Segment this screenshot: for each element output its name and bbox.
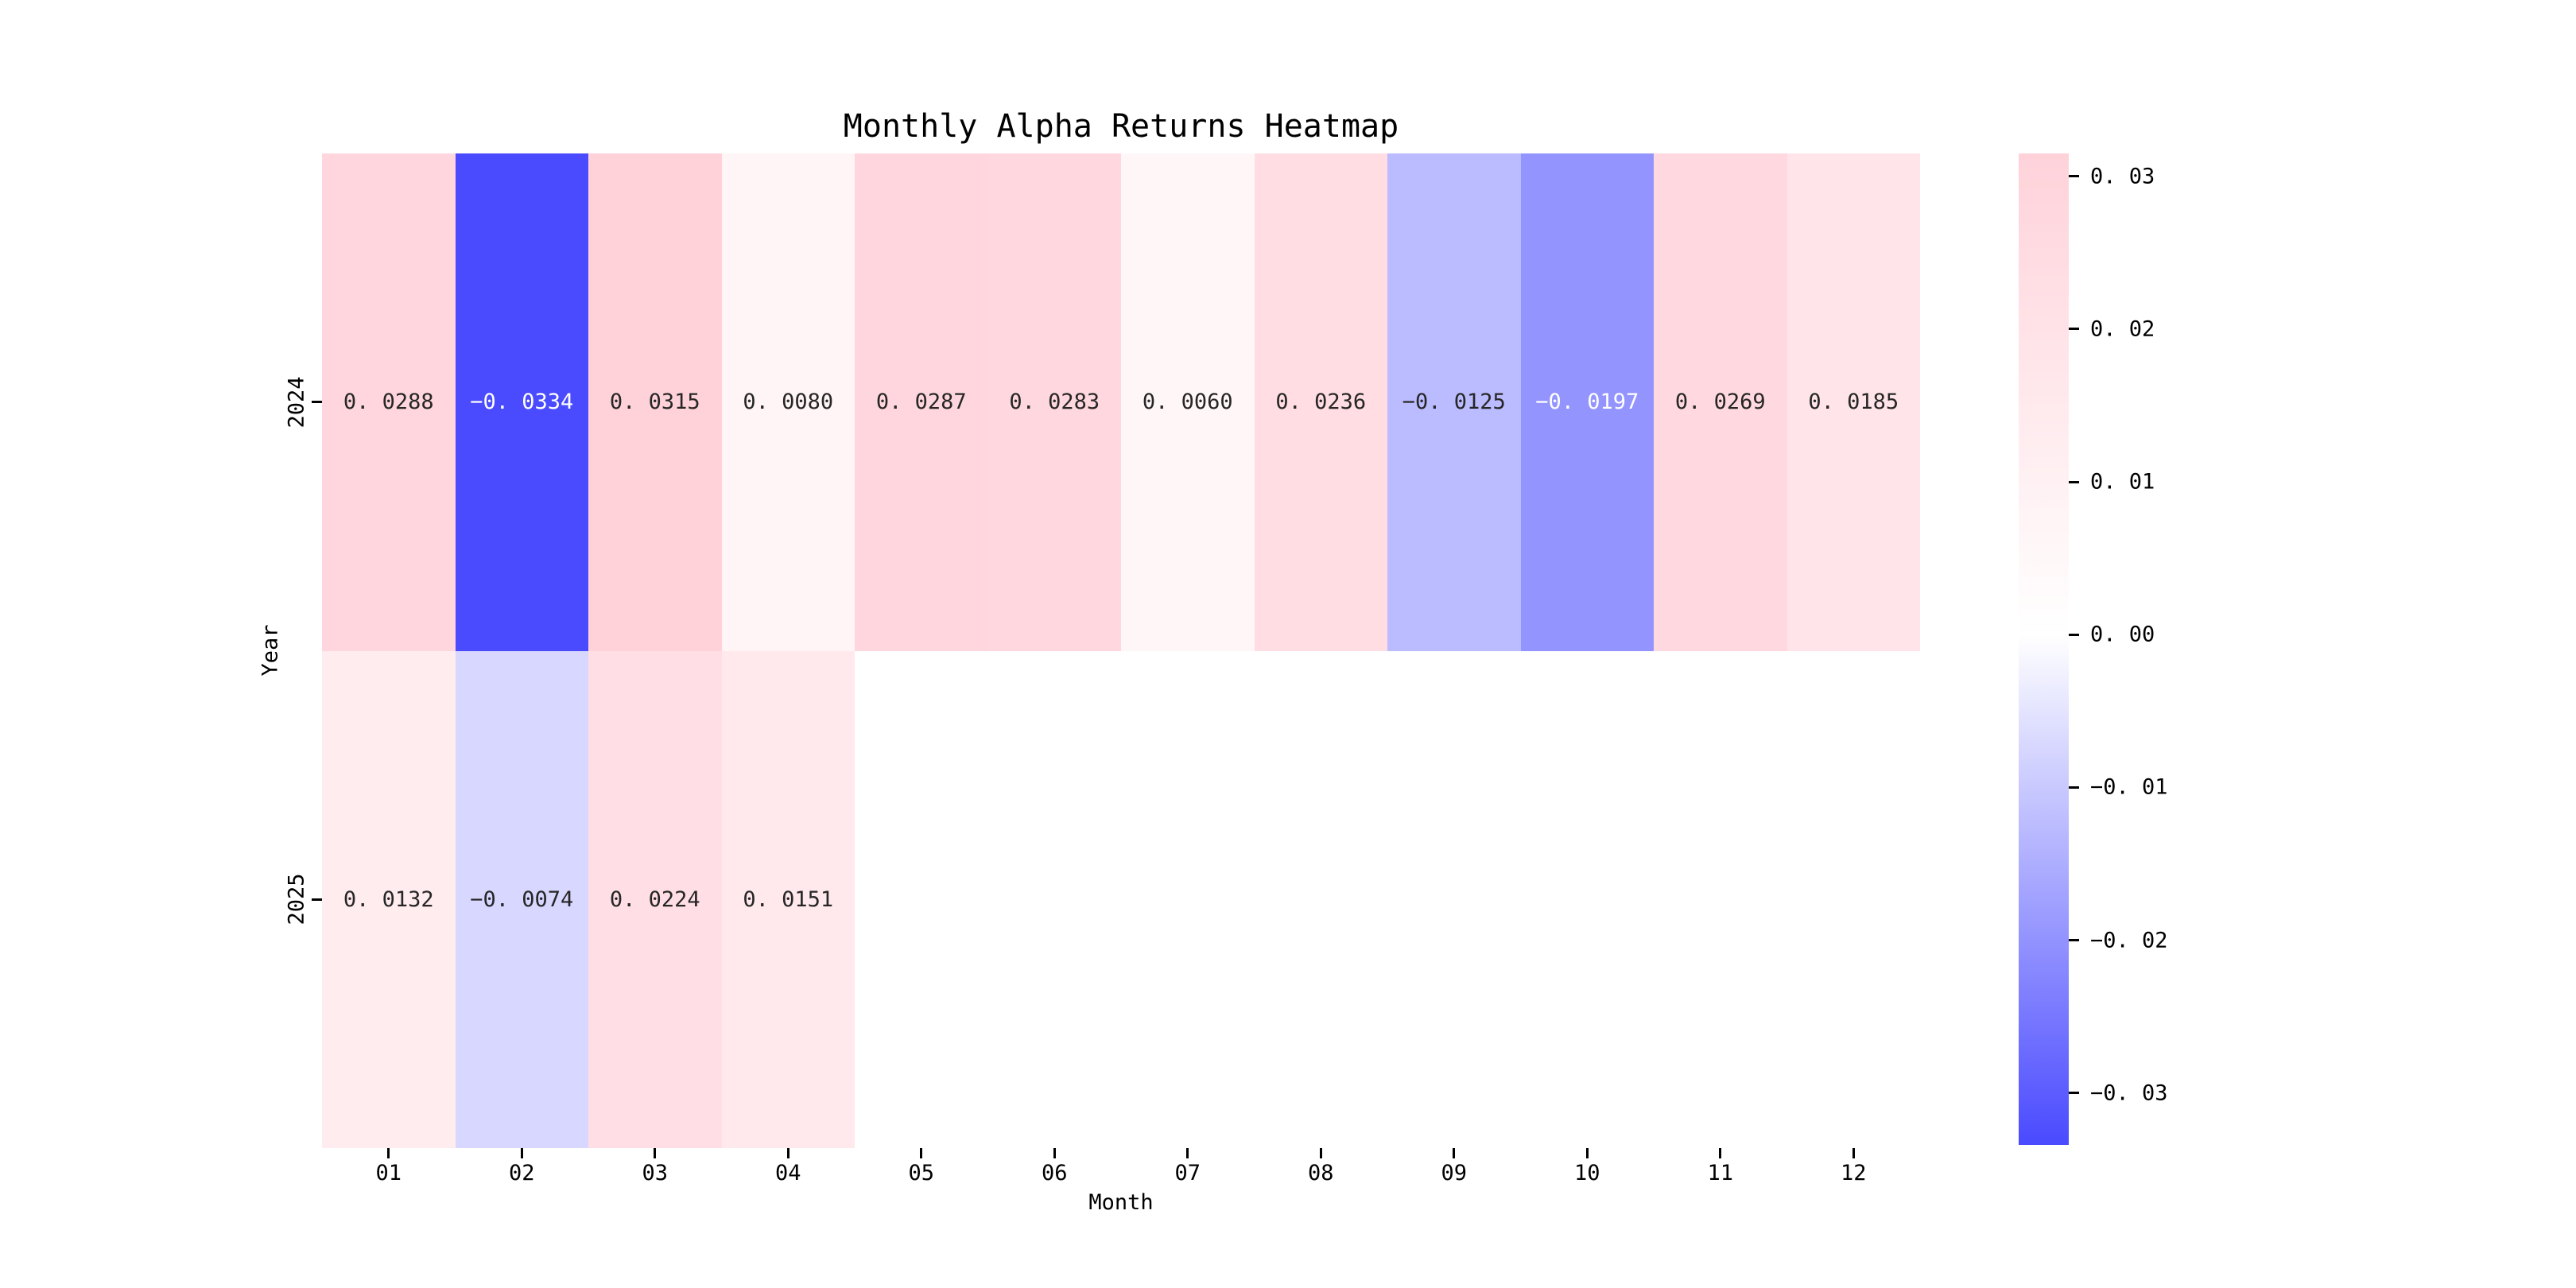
heatmap-cell-2024-01: 0. 0288 bbox=[322, 153, 456, 651]
cell-value: −0. 0125 bbox=[1402, 390, 1506, 415]
x-tick-mark bbox=[786, 1148, 789, 1158]
x-tick-mark bbox=[920, 1148, 923, 1158]
colorbar-tick-label: 0. 00 bbox=[2090, 622, 2155, 647]
colorbar-tick-label: −0. 02 bbox=[2090, 928, 2168, 953]
heatmap-cell-2025-09 bbox=[1387, 650, 1521, 1148]
x-tick-mark bbox=[1585, 1148, 1589, 1158]
cell-value: −0. 0197 bbox=[1535, 390, 1639, 415]
colorbar-tick-mark bbox=[2069, 939, 2079, 942]
cell-value: 0. 0185 bbox=[1808, 390, 1899, 415]
colorbar-tick-mark bbox=[2069, 328, 2079, 331]
x-tick-mark bbox=[1053, 1148, 1056, 1158]
x-tick-label: 01 bbox=[375, 1161, 402, 1185]
cell-value: −0. 0334 bbox=[470, 390, 574, 415]
x-tick-mark bbox=[1186, 1148, 1189, 1158]
heatmap-cell-2025-08 bbox=[1254, 650, 1387, 1148]
colorbar-tick-label: 0. 01 bbox=[2090, 469, 2155, 495]
heatmap-cell-2025-01: 0. 0132 bbox=[322, 650, 456, 1148]
x-tick-label: 11 bbox=[1707, 1161, 1734, 1185]
cell-value: −0. 0074 bbox=[470, 886, 574, 912]
x-axis-label: Month bbox=[1088, 1190, 1154, 1215]
cell-value: 0. 0060 bbox=[1142, 390, 1233, 415]
heatmap-cell-2024-12: 0. 0185 bbox=[1787, 153, 1920, 651]
cell-value: 0. 0269 bbox=[1674, 390, 1766, 415]
colorbar-tick-mark bbox=[2069, 1092, 2079, 1095]
colorbar-tick-label: −0. 03 bbox=[2090, 1080, 2168, 1106]
y-tick-label: 2024 bbox=[284, 376, 309, 429]
heatmap-cell-2024-05: 0. 0287 bbox=[855, 153, 988, 651]
x-tick-mark bbox=[520, 1148, 523, 1158]
x-tick-label: 08 bbox=[1307, 1161, 1334, 1185]
cell-value: 0. 0288 bbox=[343, 390, 434, 415]
cell-value: 0. 0315 bbox=[609, 390, 700, 415]
heatmap-cell-2025-06 bbox=[987, 650, 1121, 1148]
y-tick-mark bbox=[312, 401, 322, 404]
colorbar-tick-label: 0. 03 bbox=[2090, 164, 2155, 189]
heatmap-cell-2024-10: −0. 0197 bbox=[1520, 153, 1654, 651]
cell-value: 0. 0151 bbox=[743, 886, 834, 912]
heatmap-cell-2024-02: −0. 0334 bbox=[455, 153, 588, 651]
cell-value: 0. 0236 bbox=[1275, 390, 1367, 415]
heatmap-cell-2025-03: 0. 0224 bbox=[588, 650, 722, 1148]
heatmap-cell-2025-12 bbox=[1787, 650, 1920, 1148]
colorbar-tick-label: 0. 02 bbox=[2090, 316, 2155, 342]
x-tick-label: 03 bbox=[642, 1161, 669, 1185]
chart-title: Monthly Alpha Returns Heatmap bbox=[843, 108, 1399, 145]
heatmap-cell-2025-07 bbox=[1121, 650, 1255, 1148]
heatmap-cell-2024-08: 0. 0236 bbox=[1254, 153, 1387, 651]
heatmap-cell-2025-11 bbox=[1654, 650, 1787, 1148]
colorbar-tick-mark bbox=[2069, 480, 2079, 483]
heatmap-cell-2024-07: 0. 0060 bbox=[1121, 153, 1255, 651]
cell-value: 0. 0080 bbox=[743, 390, 834, 415]
cell-value: 0. 0287 bbox=[875, 390, 967, 415]
y-tick-label: 2025 bbox=[284, 873, 309, 925]
colorbar-gradient bbox=[2019, 153, 2069, 1145]
y-axis-label: Year bbox=[258, 624, 283, 677]
x-tick-mark bbox=[654, 1148, 657, 1158]
heatmap-cell-2024-11: 0. 0269 bbox=[1654, 153, 1787, 651]
colorbar-tick-mark bbox=[2069, 786, 2079, 789]
x-tick-mark bbox=[1453, 1148, 1456, 1158]
heatmap-grid: 0. 0288 −0. 0334 0. 0315 0. 0080 0. 0287 0. 0… bbox=[322, 153, 1920, 1148]
cell-value: 0. 0224 bbox=[609, 886, 700, 912]
heatmap-cell-2025-04: 0. 0151 bbox=[721, 650, 855, 1148]
x-tick-mark bbox=[387, 1148, 390, 1158]
x-tick-label: 07 bbox=[1174, 1161, 1201, 1185]
x-tick-label: 02 bbox=[508, 1161, 535, 1185]
x-tick-label: 05 bbox=[908, 1161, 935, 1185]
heatmap-cell-2025-02: −0. 0074 bbox=[455, 650, 588, 1148]
heatmap-cell-2024-09: −0. 0125 bbox=[1387, 153, 1521, 651]
x-tick-mark bbox=[1719, 1148, 1722, 1158]
colorbar-tick-mark bbox=[2069, 633, 2079, 636]
heatmap-cell-2025-10 bbox=[1520, 650, 1654, 1148]
cell-value: 0. 0283 bbox=[1009, 390, 1100, 415]
heatmap-cell-2024-06: 0. 0283 bbox=[987, 153, 1121, 651]
y-tick-mark bbox=[312, 898, 322, 901]
x-tick-label: 09 bbox=[1441, 1161, 1468, 1185]
x-tick-mark bbox=[1319, 1148, 1322, 1158]
x-tick-mark bbox=[1852, 1148, 1855, 1158]
x-tick-label: 06 bbox=[1041, 1161, 1068, 1185]
heatmap-cell-2024-03: 0. 0315 bbox=[588, 153, 722, 651]
heatmap-cell-2025-05 bbox=[855, 650, 988, 1148]
colorbar-tick-label: −0. 01 bbox=[2090, 774, 2168, 800]
x-tick-label: 10 bbox=[1573, 1161, 1600, 1185]
x-tick-label: 12 bbox=[1840, 1161, 1867, 1185]
heatmap-cell-2024-04: 0. 0080 bbox=[721, 153, 855, 651]
colorbar-tick-mark bbox=[2069, 175, 2079, 178]
cell-value: 0. 0132 bbox=[343, 886, 434, 912]
x-tick-label: 04 bbox=[774, 1161, 801, 1185]
